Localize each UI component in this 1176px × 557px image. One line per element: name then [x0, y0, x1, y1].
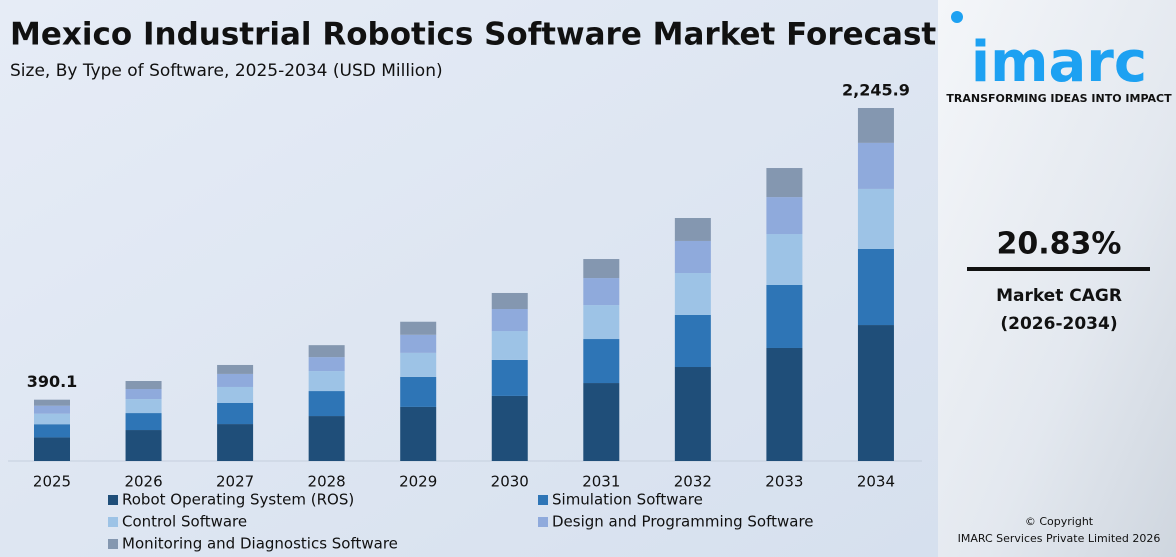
- bar-segment: [34, 424, 70, 438]
- x-tick-label: 2031: [582, 473, 620, 491]
- legend-label: Control Software: [122, 513, 247, 531]
- bar-segment: [766, 197, 803, 235]
- bar-segment: [400, 334, 437, 353]
- cagr-divider: [967, 267, 1150, 271]
- bar-segment: [674, 273, 711, 315]
- bar-segment: [491, 359, 528, 396]
- bar-segment: [217, 403, 254, 425]
- cagr-label: Market CAGR: [996, 286, 1122, 306]
- bar-segment: [766, 168, 803, 198]
- company: IMARC Services Private Limited 2026: [958, 532, 1161, 545]
- bar-segment: [308, 345, 345, 358]
- bar-segment: [217, 373, 254, 387]
- bar-segment: [583, 278, 620, 306]
- x-tick-label: 2025: [33, 473, 71, 491]
- bar-segment: [400, 406, 437, 461]
- cagr-period: (2026-2034): [1000, 314, 1117, 334]
- total-label: 390.1: [27, 372, 78, 391]
- bar-segment: [308, 416, 345, 461]
- x-tick-label: 2034: [857, 473, 895, 491]
- bar-segment: [674, 314, 711, 368]
- x-tick-label: 2029: [399, 473, 437, 491]
- bar-segment: [400, 321, 437, 335]
- cagr-value: 20.83%: [997, 227, 1122, 262]
- bar-segment: [34, 399, 70, 406]
- bar-segment: [857, 142, 894, 189]
- x-tick-label: 2027: [216, 473, 254, 491]
- bar-segment: [34, 405, 70, 414]
- bar-segment: [857, 325, 894, 461]
- legend-label: Simulation Software: [552, 491, 703, 509]
- legend-label: Monitoring and Diagnostics Software: [122, 535, 398, 553]
- bar-segment: [674, 367, 711, 461]
- bar-segment: [308, 391, 345, 417]
- legend-label: Robot Operating System (ROS): [122, 491, 354, 509]
- bar-segment: [766, 234, 803, 285]
- legend-label: Design and Programming Software: [552, 513, 814, 531]
- bar-segment: [34, 413, 70, 425]
- copyright: © Copyright: [1025, 515, 1094, 528]
- bar-segment: [217, 386, 254, 404]
- bar-segment: [491, 309, 528, 332]
- bar-segment: [308, 357, 345, 372]
- bar-segment: [857, 108, 894, 143]
- legend-swatch: [538, 495, 548, 505]
- bar-segment: [491, 292, 528, 310]
- bar-segment: [400, 352, 437, 377]
- bar-segment: [491, 395, 528, 461]
- x-tick-label: 2033: [765, 473, 803, 491]
- bar-segment: [857, 248, 894, 326]
- bar-segment: [34, 437, 70, 461]
- bar-segment: [217, 424, 254, 461]
- x-tick-label: 2026: [124, 473, 162, 491]
- bar-segment: [583, 305, 620, 340]
- bar-segment: [217, 364, 254, 374]
- bar-segment: [125, 413, 162, 431]
- total-label: 2,245.9: [842, 81, 910, 100]
- bar-segment: [125, 389, 162, 400]
- bar-segment: [125, 399, 162, 414]
- x-tick-label: 2028: [308, 473, 346, 491]
- bar-segment: [125, 430, 162, 461]
- bar-segment: [766, 347, 803, 461]
- bar-segment: [308, 371, 345, 392]
- tagline: TRANSFORMING IDEAS INTO IMPACT: [946, 92, 1172, 105]
- bar-segment: [674, 240, 711, 274]
- bar-segment: [400, 376, 437, 407]
- sidebar-background: [938, 0, 1176, 557]
- bar-segment: [766, 284, 803, 348]
- bar-segment: [583, 339, 620, 384]
- logo-dot: [951, 11, 963, 23]
- legend-swatch: [538, 517, 548, 527]
- legend-swatch: [108, 539, 118, 549]
- bar-segment: [674, 218, 711, 241]
- bar-segment: [491, 331, 528, 360]
- bar-segment: [583, 383, 620, 461]
- logo: imarc: [971, 30, 1147, 95]
- x-tick-label: 2032: [674, 473, 712, 491]
- legend-swatch: [108, 517, 118, 527]
- x-tick-label: 2030: [491, 473, 529, 491]
- bar-segment: [583, 259, 620, 279]
- legend-swatch: [108, 495, 118, 505]
- bar-segment: [857, 188, 894, 249]
- chart-title: Mexico Industrial Robotics Software Mark…: [10, 17, 936, 53]
- chart-subtitle: Size, By Type of Software, 2025-2034 (US…: [10, 61, 443, 81]
- bar-segment: [125, 380, 162, 390]
